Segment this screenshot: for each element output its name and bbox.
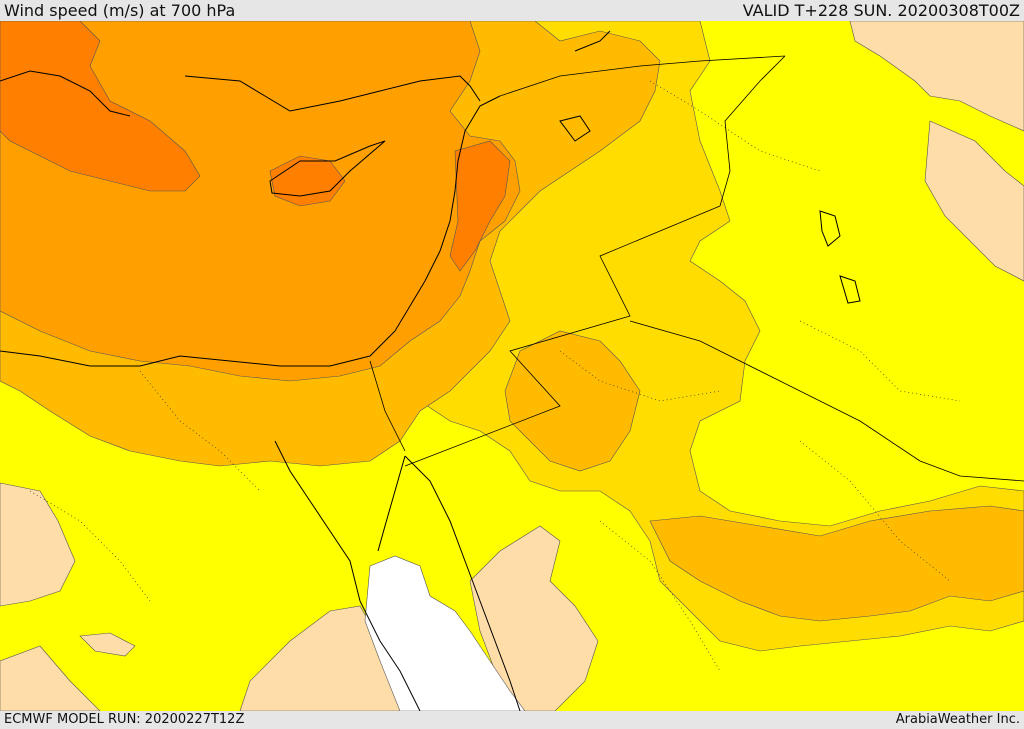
map-canvas [0,21,1024,711]
wind-band-tan-egypt [0,482,76,607]
wind-band-white-redsea [364,555,526,711]
wind-band-dark-orange-levant [449,140,511,272]
header-bar: Wind speed (m/s) at 700 hPa VALID T+228 … [0,0,1024,21]
valid-time: VALID T+228 SUN. 20200308T00Z [742,1,1020,20]
coastlines [0,30,861,711]
footer-bar: ECMWF MODEL RUN: 20200227T12Z ArabiaWeat… [0,711,1024,729]
model-run-label: ECMWF MODEL RUN: 20200227T12Z [4,712,245,727]
wind-band-tan-blob [79,632,136,657]
wind-band-light-orange-east [649,505,1024,622]
map-title: Wind speed (m/s) at 700 hPa [4,1,236,20]
admin-lines [29,80,961,672]
borders [369,55,1024,482]
wind-band-tan-west [0,645,101,711]
wind-band-tan-east [924,120,1024,282]
wind-band-tan-northeast [849,21,1024,132]
wind-band-dark-orange [0,21,201,192]
weather-map [0,21,1024,711]
credit-label: ArabiaWeather Inc. [895,712,1020,727]
wind-band-light-orange-sinai [504,330,641,472]
